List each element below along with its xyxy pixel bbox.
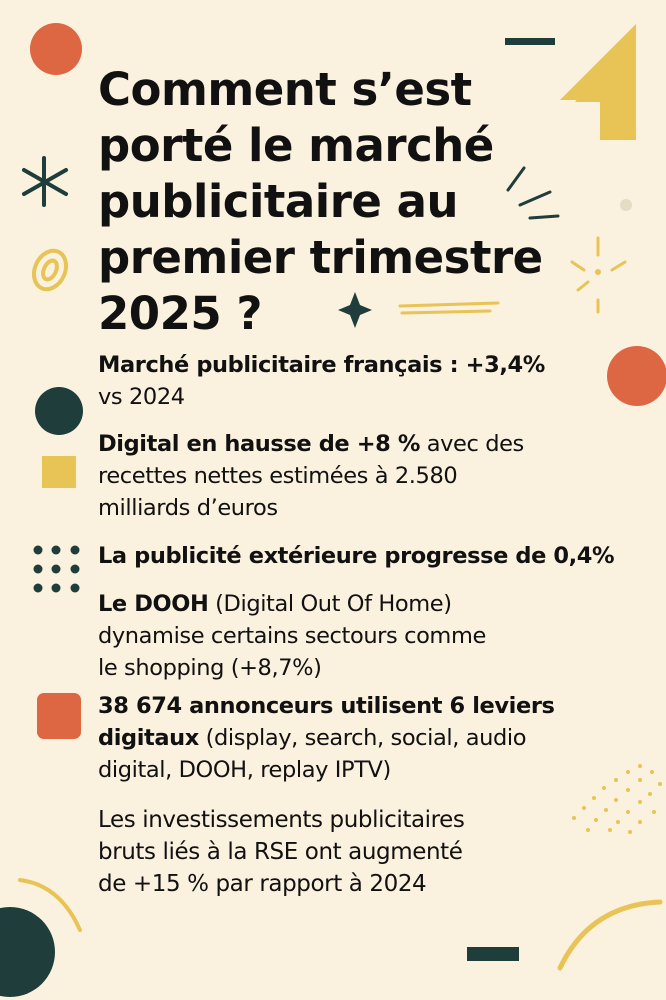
title-line: publicitaire au — [98, 175, 459, 228]
small-beige-dot — [620, 199, 632, 211]
fact-line: Le DOOH (Digital Out Of Home) — [98, 588, 658, 620]
motion-lines — [506, 166, 560, 220]
asterisk-icon — [22, 156, 68, 207]
fact-line: dynamise certains sectours comme — [98, 620, 658, 652]
fact-text: de +15 % par rapport à 2024 — [98, 871, 427, 897]
dark-circle-left — [35, 387, 83, 435]
fact-text: avec des — [420, 431, 525, 457]
fact-text: dynamise certains sectours comme — [98, 623, 486, 649]
yellow-square — [42, 456, 76, 488]
fact-item: La publicité extérieure progresse de 0,4… — [98, 540, 658, 572]
fact-line: digital, DOOH, replay IPTV) — [98, 754, 658, 786]
orange-rounded-square — [37, 693, 81, 739]
fact-bold-text: Digital en hausse de +8 % — [98, 431, 420, 457]
fact-text: (display, search, social, audio — [198, 725, 527, 751]
fact-item: Digital en hausse de +8 % avec des recett… — [98, 428, 658, 524]
dark-circle-bottom-left — [0, 907, 55, 997]
fact-line: Marché publicitaire français : +3,4% — [98, 349, 658, 381]
fact-bold-text: digitaux — [98, 725, 199, 751]
title-line: Comment s’est — [98, 63, 472, 116]
fact-text: le shopping (+8,7%) — [98, 655, 322, 681]
fact-line: 38 674 annonceurs utilisent 6 leviers — [98, 690, 658, 722]
fact-item: Les investissements publicitaires bruts l… — [98, 804, 658, 900]
dot-grid — [33, 545, 80, 593]
yellow-arrow-icon — [560, 24, 636, 140]
fact-text: milliards d’euros — [98, 495, 278, 521]
dark-star-icon — [338, 292, 372, 328]
fact-item: 38 674 annonceurs utilisent 6 leviers dig… — [98, 690, 658, 786]
fact-line: vs 2024 — [98, 381, 658, 413]
yellow-swirl-icon — [31, 248, 69, 292]
yellow-underline — [398, 301, 500, 315]
dark-dash-bottom — [467, 947, 519, 961]
page-title: Comment s’est porté le marché publicitaire… — [98, 62, 618, 342]
dark-dash-top — [505, 38, 555, 45]
fact-line: bruts liés à la RSE ont augmenté — [98, 836, 658, 868]
sparkle-lines — [570, 236, 627, 314]
fact-bold-text: 38 674 annonceurs utilisent 6 leviers — [98, 693, 555, 719]
fact-bold-text: Le DOOH — [98, 591, 209, 617]
fact-line: digitaux (display, search, social, audio — [98, 722, 658, 754]
fact-text: digital, DOOH, replay IPTV) — [98, 757, 391, 783]
fact-line: La publicité extérieure progresse de 0,4… — [98, 540, 658, 572]
fact-line: milliards d’euros — [98, 492, 658, 524]
orange-circle-right — [607, 346, 666, 406]
fact-line: de +15 % par rapport à 2024 — [98, 868, 658, 900]
fact-line: le shopping (+8,7%) — [98, 652, 658, 684]
fact-line: Les investissements publicitaires — [98, 804, 658, 836]
title-line: premier trimestre — [98, 231, 543, 284]
fact-line: Digital en hausse de +8 % avec des — [98, 428, 658, 460]
halftone-dots — [572, 764, 662, 834]
fact-bold-text: Marché publicitaire français : +3,4% — [98, 352, 545, 378]
orange-circle-top-left — [30, 23, 82, 75]
yellow-arc-left — [18, 878, 82, 932]
fact-line: recettes nettes estimées à 2.580 — [98, 460, 658, 492]
fact-bold-text: La publicité extérieure progresse de 0,4… — [98, 543, 615, 569]
fact-text: vs 2024 — [98, 384, 185, 410]
fact-item: Le DOOH (Digital Out Of Home) dynamise ce… — [98, 588, 658, 684]
title-line: porté le marché — [98, 119, 494, 172]
fact-text: Les investissements publicitaires — [98, 807, 465, 833]
fact-text: recettes nettes estimées à 2.580 — [98, 463, 458, 489]
fact-text: (Digital Out Of Home) — [208, 591, 452, 617]
title-line: 2025 ? — [98, 287, 263, 340]
yellow-arc-right — [557, 899, 663, 971]
fact-text: bruts liés à la RSE ont augmenté — [98, 839, 463, 865]
fact-item: Marché publicitaire français : +3,4% vs 2… — [98, 349, 658, 413]
